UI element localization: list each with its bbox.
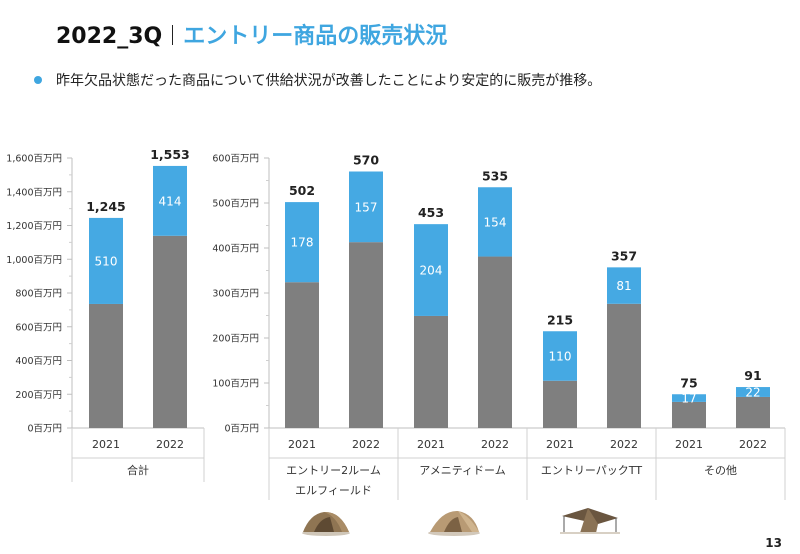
- page-title: 2022_3Q エントリー商品の販売状況: [56, 18, 447, 50]
- y-tick-label: 1,400百万円: [6, 187, 62, 198]
- bar-base-segment: [414, 315, 448, 428]
- segment-value-label: 154: [484, 215, 507, 229]
- x-year-label: 2022: [481, 438, 509, 451]
- x-year-label: 2022: [610, 438, 638, 451]
- summary-text: 昨年欠品状態だった商品について供給状況が改善したことにより安定的に販売が推移。: [56, 73, 602, 89]
- bar-base-segment: [672, 401, 706, 428]
- y-tick-label: 400百万円: [15, 356, 62, 367]
- bar-top-segment: [543, 331, 577, 381]
- total-value-label: 75: [680, 375, 697, 390]
- total-value-label: 1,553: [150, 147, 190, 162]
- bar-base-segment: [478, 256, 512, 428]
- segment-value-label: 414: [159, 194, 182, 208]
- segment-value-label: 110: [549, 350, 572, 364]
- y-tick-label: 100百万円: [212, 379, 259, 390]
- x-group-label: エルフィールド: [295, 484, 372, 497]
- bar-top-segment: [672, 394, 706, 402]
- title-divider: [172, 25, 174, 45]
- y-tick-label: 300百万円: [212, 289, 259, 300]
- segment-value-label: 510: [95, 254, 118, 268]
- segment-value-label: 17: [681, 392, 696, 406]
- bar-base-segment: [543, 380, 577, 428]
- total-value-label: 91: [744, 368, 761, 383]
- total-value-label: 453: [418, 205, 444, 220]
- y-tick-label: 200百万円: [212, 334, 259, 345]
- total-value-label: 357: [611, 248, 637, 263]
- summary-bullet: 昨年欠品状態だった商品について供給状況が改善したことにより安定的に販売が推移。: [34, 70, 601, 90]
- y-tick-label: 800百万円: [15, 289, 62, 300]
- total-value-label: 535: [482, 168, 508, 183]
- x-group-label: エントリーパックTT: [541, 464, 642, 477]
- bullet-dot-icon: [34, 76, 42, 84]
- bar-base-segment: [736, 396, 770, 428]
- x-year-label: 2021: [417, 438, 445, 451]
- y-tick-label: 500百万円: [212, 199, 259, 210]
- x-group-label: 合計: [127, 463, 149, 477]
- x-year-label: 2022: [156, 438, 184, 451]
- segment-value-label: 81: [616, 279, 631, 293]
- y-tick-label: 1,000百万円: [6, 255, 62, 266]
- bar-base-segment: [153, 235, 187, 428]
- bar-base-segment: [349, 242, 383, 428]
- x-year-label: 2022: [352, 438, 380, 451]
- segment-value-label: 204: [420, 264, 443, 278]
- segment-value-label: 22: [745, 386, 760, 400]
- x-year-label: 2021: [675, 438, 703, 451]
- total-value-label: 215: [547, 312, 573, 327]
- page-number: 13: [765, 536, 782, 550]
- period-code: 2022_3Q: [56, 24, 163, 49]
- total-value-label: 502: [289, 183, 315, 198]
- y-tick-label: 0百万円: [224, 424, 259, 435]
- x-group-label: アメニティドーム: [419, 464, 505, 477]
- y-tick-label: 1,600百万円: [6, 154, 62, 165]
- tent-2room-image: [302, 511, 350, 536]
- tent-amenity-dome-image: [428, 510, 480, 536]
- bar-top-segment: [89, 217, 123, 304]
- bar-base-segment: [607, 303, 641, 428]
- bar-top-segment: [736, 387, 770, 397]
- x-group-label: エントリー2ルーム: [286, 464, 381, 477]
- bar-top-segment: [153, 165, 187, 236]
- segment-value-label: 178: [291, 236, 314, 250]
- x-year-label: 2021: [288, 438, 316, 451]
- segment-value-label: 157: [355, 200, 378, 214]
- y-tick-label: 600百万円: [212, 154, 259, 165]
- bar-top-segment: [414, 224, 448, 316]
- x-year-label: 2021: [92, 438, 120, 451]
- bar-top-segment: [349, 171, 383, 243]
- y-tick-label: 200百万円: [15, 390, 62, 401]
- y-tick-label: 600百万円: [15, 322, 62, 333]
- total-value-label: 1,245: [86, 199, 126, 214]
- title-text: エントリー商品の販売状況: [183, 24, 448, 49]
- bar-base-segment: [285, 282, 319, 428]
- y-tick-label: 0百万円: [27, 424, 62, 435]
- bar-top-segment: [478, 187, 512, 257]
- y-tick-label: 400百万円: [212, 244, 259, 255]
- x-year-label: 2021: [546, 438, 574, 451]
- x-group-label: その他: [704, 464, 737, 477]
- total-value-label: 570: [353, 153, 379, 168]
- bar-top-segment: [285, 202, 319, 283]
- bar-base-segment: [89, 303, 123, 428]
- x-year-label: 2022: [739, 438, 767, 451]
- y-tick-label: 1,200百万円: [6, 221, 62, 232]
- bar-top-segment: [607, 267, 641, 304]
- tent-entry-pack-image: [560, 508, 620, 534]
